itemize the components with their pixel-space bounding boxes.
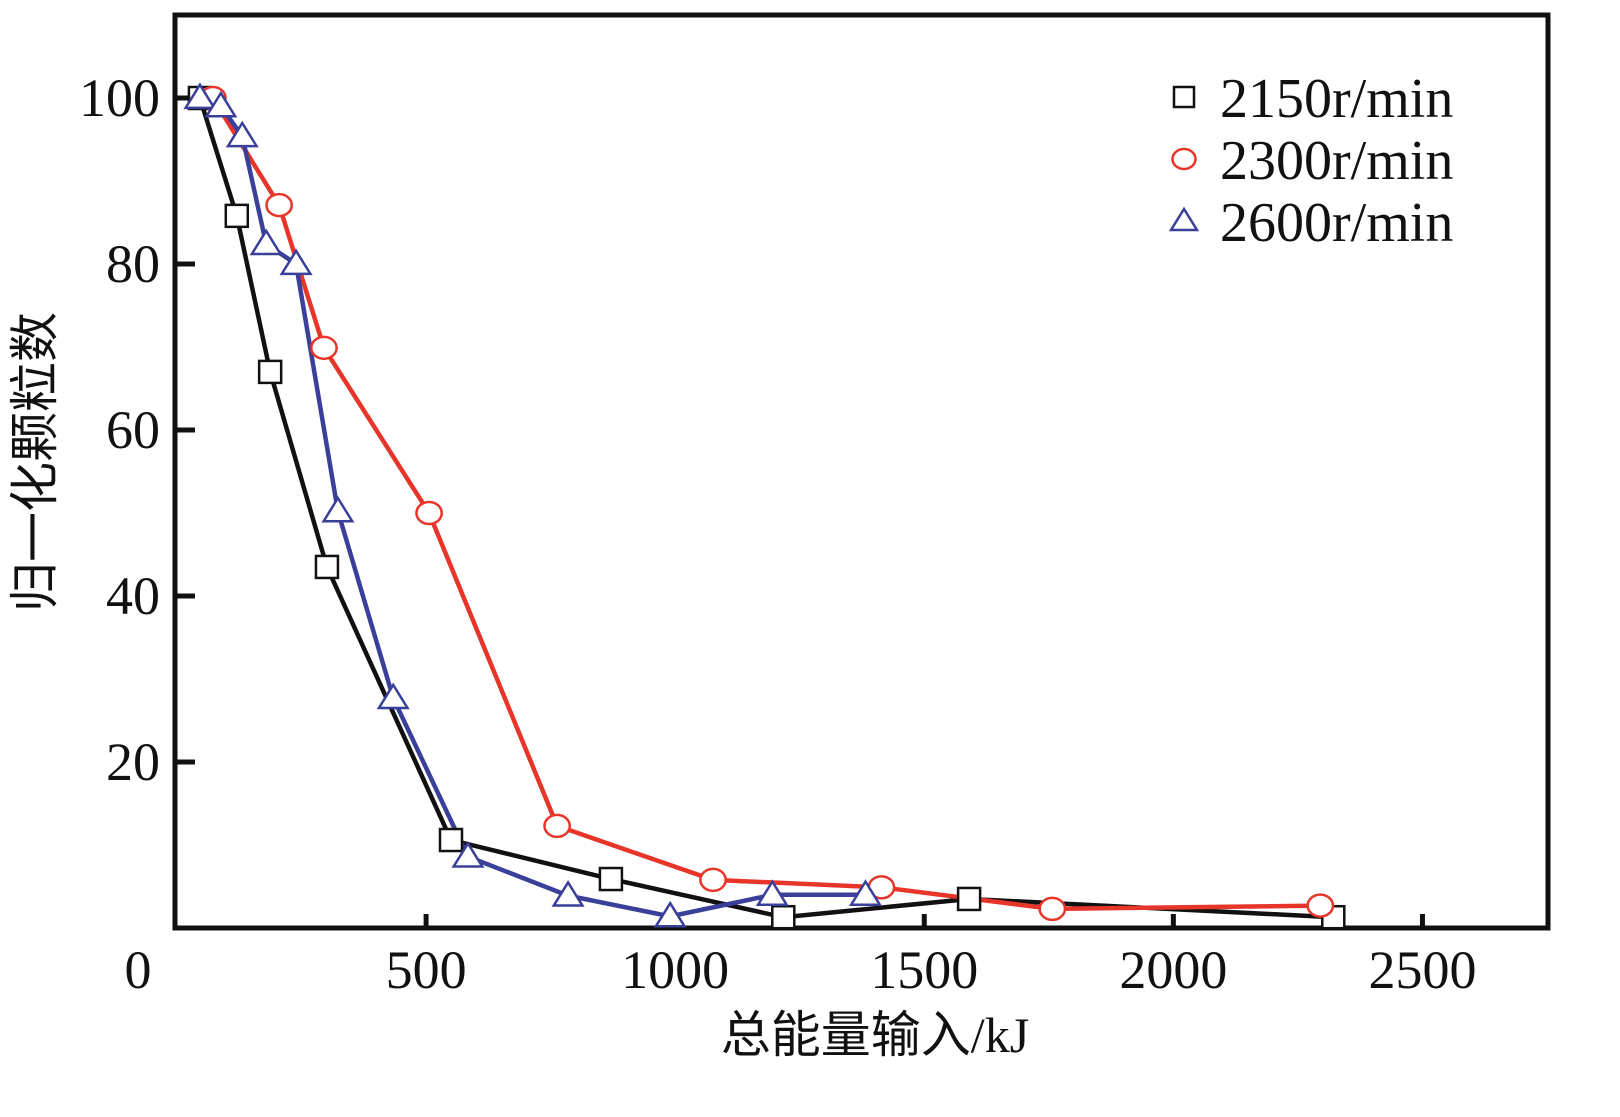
triangle-marker (321, 495, 355, 523)
square-marker (257, 359, 283, 385)
y-tick-label: 60 (106, 400, 160, 460)
series-2600r-min (199, 95, 866, 919)
series-line (210, 96, 1321, 912)
triangle-marker (249, 228, 283, 256)
triangle-marker (376, 682, 410, 710)
circle-marker (310, 335, 338, 361)
triangle-marker (204, 90, 238, 118)
markers-2150r-min (187, 85, 1346, 930)
circle-marker (1038, 896, 1067, 922)
y-axis-label: 归一化颗粒数 (7, 312, 63, 612)
markers-2300r-min (198, 85, 1335, 922)
plot-frame (172, 12, 1551, 931)
square-marker (1172, 85, 1196, 109)
y-tick-label: 40 (106, 566, 160, 626)
circle-marker (1306, 893, 1335, 918)
circle-marker (699, 867, 727, 893)
x-tick-label: 2500 (1368, 940, 1476, 1000)
triangle-marker (848, 879, 883, 906)
square-marker (956, 886, 982, 912)
triangle-marker (1168, 206, 1200, 232)
square-marker (598, 866, 624, 892)
legend-item: 2300r/min (1171, 130, 1453, 192)
y-tick-label: 20 (106, 732, 160, 792)
series-layer (183, 82, 1346, 930)
legend-label: 2300r/min (1220, 130, 1453, 192)
triangle-marker (551, 880, 585, 907)
triangle-marker (755, 879, 789, 906)
series-2150r-min (197, 97, 1334, 920)
triangle-marker (183, 82, 217, 110)
triangle-marker (451, 841, 485, 868)
series-2300r-min (210, 96, 1321, 912)
x-axis-label: 总能量输入/kJ (721, 1007, 1029, 1063)
series-line (197, 97, 1334, 920)
x-tick-label: 0 (125, 940, 152, 1000)
legend-item: 2150r/min (1172, 68, 1453, 130)
legend-label: 2150r/min (1220, 68, 1453, 130)
legend-item: 2600r/min (1168, 192, 1453, 254)
triangle-marker (279, 248, 313, 276)
square-marker (314, 554, 340, 580)
triangle-marker (653, 900, 687, 928)
triangle-marker (225, 120, 259, 148)
legend-label: 2600r/min (1220, 192, 1453, 254)
square-marker (438, 827, 464, 853)
y-tick-label: 100 (79, 68, 160, 128)
y-tick-label: 80 (106, 234, 160, 294)
axes: 0 500 1000 1500 2000 2500 20 40 60 80 100 (79, 12, 1551, 1000)
markers-2600r-min (183, 82, 883, 928)
circle-marker (543, 813, 572, 839)
circle-marker (415, 500, 443, 526)
x-tick-label: 500 (386, 940, 467, 1000)
circle-marker (265, 192, 294, 218)
x-tick-label: 1000 (621, 940, 729, 1000)
circle-marker (1171, 147, 1197, 171)
square-marker (771, 904, 796, 930)
x-tick-label: 2000 (1119, 940, 1227, 1000)
x-tick-label: 1500 (870, 940, 978, 1000)
square-marker (224, 203, 250, 229)
series-line (199, 95, 866, 919)
